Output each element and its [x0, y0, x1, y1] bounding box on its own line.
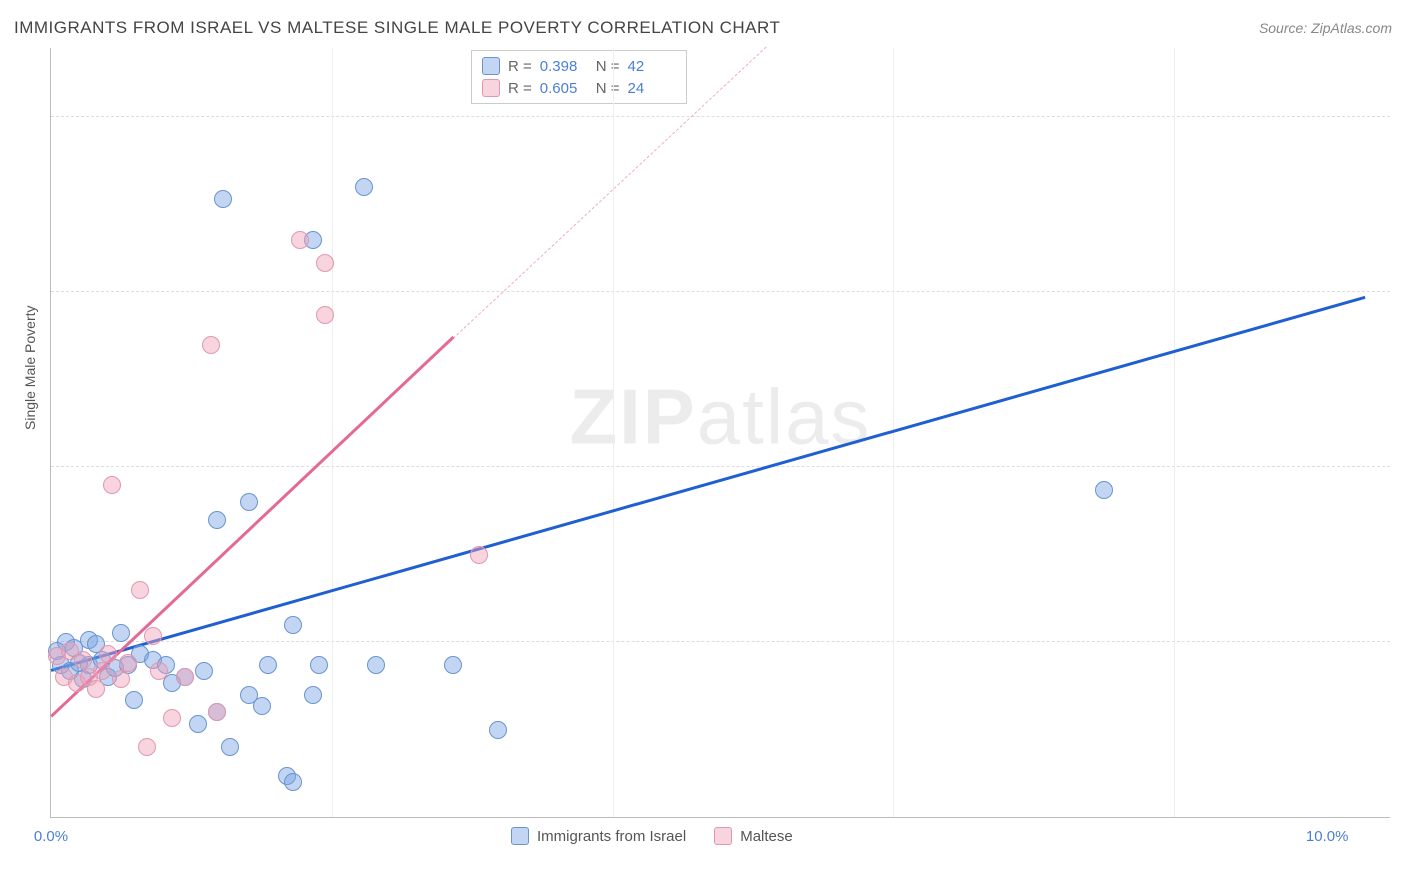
gridline-h — [51, 641, 1390, 642]
plot-area: ZIPatlas R = 0.398 N = 42 R = 0.605 N = … — [50, 48, 1390, 818]
point-maltese — [131, 581, 149, 599]
point-israel — [367, 656, 385, 674]
point-israel — [444, 656, 462, 674]
point-israel — [208, 511, 226, 529]
gridline-v — [1174, 48, 1175, 817]
y-tick-label: 30.0% — [1395, 459, 1406, 476]
point-israel — [253, 697, 271, 715]
point-maltese — [144, 627, 162, 645]
point-maltese — [163, 709, 181, 727]
point-maltese — [119, 654, 137, 672]
chart-header: IMMIGRANTS FROM ISRAEL VS MALTESE SINGLE… — [14, 18, 1392, 38]
point-israel — [112, 624, 130, 642]
point-maltese — [87, 680, 105, 698]
point-israel — [1095, 481, 1113, 499]
point-israel — [304, 686, 322, 704]
trend-line-israel — [51, 295, 1366, 671]
point-maltese — [208, 703, 226, 721]
gridline-h — [51, 116, 1390, 117]
point-israel — [284, 616, 302, 634]
point-israel — [284, 773, 302, 791]
corr-row-maltese: R = 0.605 N = 24 — [482, 77, 676, 99]
correlation-legend: R = 0.398 N = 42 R = 0.605 N = 24 — [471, 50, 687, 104]
point-maltese — [291, 231, 309, 249]
gridline-v — [332, 48, 333, 817]
point-israel — [259, 656, 277, 674]
point-israel — [195, 662, 213, 680]
point-maltese — [74, 651, 92, 669]
point-maltese — [316, 306, 334, 324]
point-israel — [310, 656, 328, 674]
x-tick-label: 10.0% — [1306, 828, 1349, 845]
point-maltese — [176, 668, 194, 686]
swatch-maltese-bottom — [714, 827, 732, 845]
y-tick-label: 45.0% — [1395, 284, 1406, 301]
point-israel — [189, 715, 207, 733]
point-israel — [221, 738, 239, 756]
swatch-israel — [482, 57, 500, 75]
gridline-h — [51, 466, 1390, 467]
point-israel — [355, 178, 373, 196]
y-axis-label: Single Male Poverty — [22, 305, 38, 430]
gridline-v — [893, 48, 894, 817]
chart-source: Source: ZipAtlas.com — [1259, 20, 1392, 36]
point-maltese — [316, 254, 334, 272]
corr-row-israel: R = 0.398 N = 42 — [482, 55, 676, 77]
legend-item-israel: Immigrants from Israel — [511, 827, 686, 845]
bottom-legend: Immigrants from Israel Maltese — [511, 827, 793, 845]
gridline-h — [51, 291, 1390, 292]
point-israel — [214, 190, 232, 208]
point-israel — [489, 721, 507, 739]
point-maltese — [470, 546, 488, 564]
point-maltese — [112, 670, 130, 688]
point-maltese — [150, 662, 168, 680]
point-maltese — [202, 336, 220, 354]
point-maltese — [103, 476, 121, 494]
swatch-israel-bottom — [511, 827, 529, 845]
point-maltese — [93, 662, 111, 680]
y-tick-label: 60.0% — [1395, 109, 1406, 126]
legend-item-maltese: Maltese — [714, 827, 793, 845]
point-israel — [125, 691, 143, 709]
swatch-maltese — [482, 79, 500, 97]
x-tick-label: 0.0% — [34, 828, 68, 845]
y-tick-label: 15.0% — [1395, 634, 1406, 651]
gridline-v — [613, 48, 614, 817]
point-maltese — [99, 645, 117, 663]
point-israel — [240, 493, 258, 511]
point-maltese — [138, 738, 156, 756]
chart-title: IMMIGRANTS FROM ISRAEL VS MALTESE SINGLE… — [14, 18, 780, 38]
